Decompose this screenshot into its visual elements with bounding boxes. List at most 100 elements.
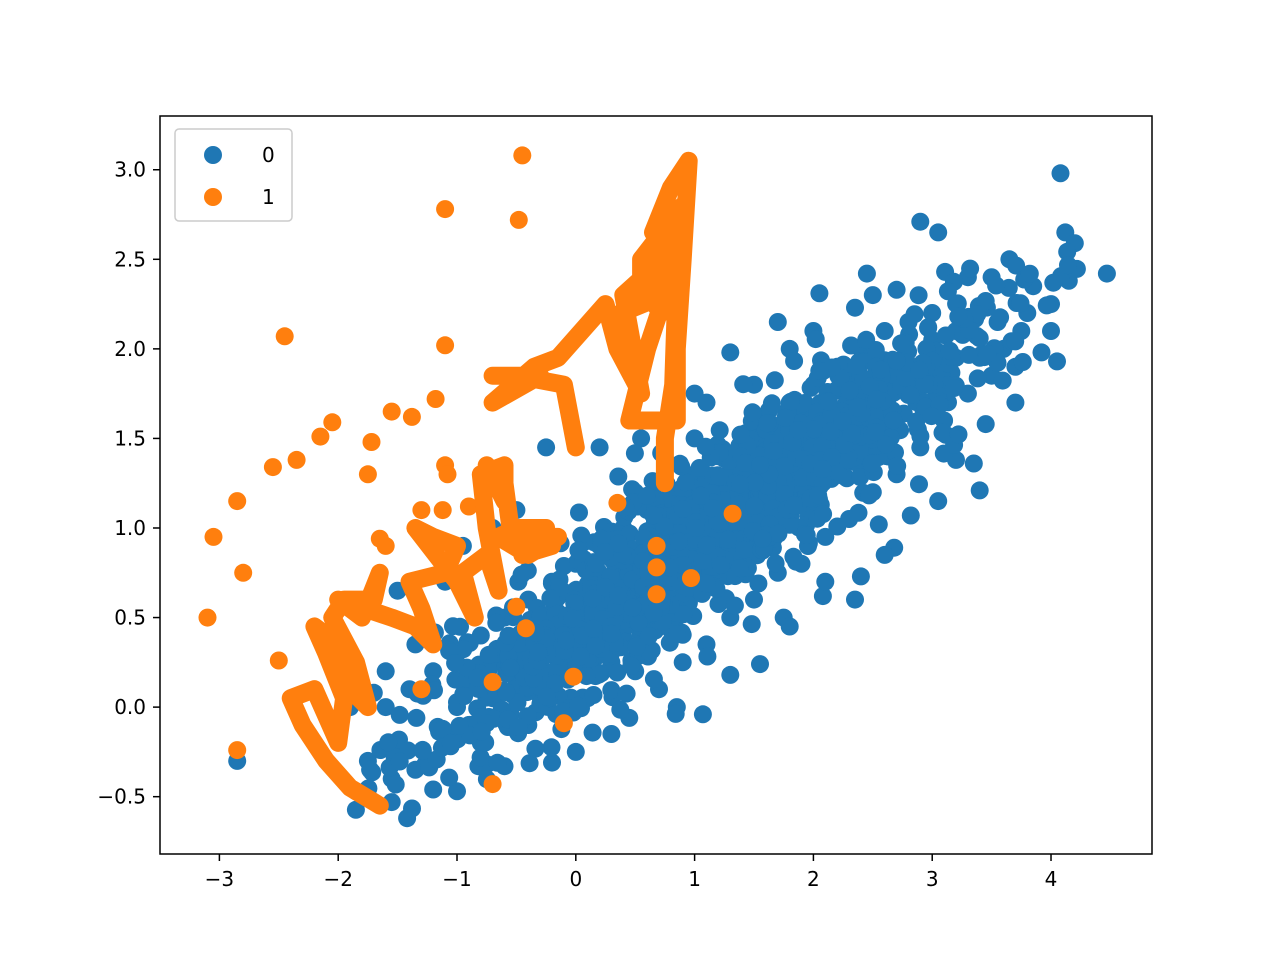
point-1-12 — [263, 458, 282, 477]
point-0-1645 — [583, 723, 602, 742]
chain-1-0 — [281, 456, 567, 815]
point-0-1440 — [1059, 256, 1077, 275]
point-0-54 — [590, 438, 609, 457]
point-0-1276 — [1044, 273, 1063, 292]
point-0-1557 — [857, 330, 876, 349]
y-tick-label-4: 1.5 — [114, 426, 146, 450]
point-1-23 — [234, 563, 253, 582]
point-0-1547 — [840, 381, 859, 400]
point-0-1597 — [703, 499, 722, 518]
point-0-154 — [875, 545, 894, 564]
point-0-1583 — [655, 517, 674, 536]
point-0-115 — [424, 662, 443, 681]
point-0-1443 — [668, 625, 687, 643]
point-0-28 — [1006, 393, 1025, 412]
point-0-1620 — [686, 519, 705, 537]
point-0-1389 — [537, 687, 556, 706]
point-0-1242 — [512, 565, 531, 584]
point-0-55 — [537, 438, 556, 457]
point-0-1429 — [922, 407, 941, 426]
y-tick-label-2: 0.5 — [114, 606, 146, 630]
point-0-1633 — [764, 442, 783, 460]
point-1-18 — [433, 501, 452, 520]
point-0-1146 — [892, 334, 911, 353]
point-0-4 — [448, 782, 466, 801]
point-0-1618 — [669, 532, 688, 551]
point-0-713 — [1011, 294, 1030, 313]
point-0-1035 — [842, 336, 861, 355]
point-0-1576 — [810, 361, 829, 380]
legend-label-0: 0 — [262, 143, 275, 167]
point-0-23 — [929, 492, 948, 511]
point-0-712 — [1006, 332, 1025, 351]
point-0-79 — [673, 653, 692, 672]
point-0-543 — [666, 704, 685, 723]
point-0-1283 — [976, 292, 995, 310]
point-0-1245 — [851, 468, 870, 486]
legend-marker-1 — [204, 188, 222, 206]
point-0-46 — [887, 280, 906, 299]
point-0-264 — [961, 259, 980, 278]
point-1-34 — [608, 493, 627, 512]
y-tick-label-0: −0.5 — [97, 785, 146, 809]
point-0-1548 — [346, 800, 365, 819]
point-0-20 — [869, 515, 888, 534]
point-0-1621 — [847, 356, 866, 375]
series-1 — [198, 146, 742, 815]
point-0-1013 — [526, 739, 545, 758]
point-0-1444 — [860, 486, 879, 505]
point-0-1231 — [884, 411, 903, 430]
point-0-377 — [734, 375, 753, 394]
point-0-862 — [403, 799, 421, 818]
y-tick-label-6: 2.5 — [114, 247, 146, 271]
point-0-1124 — [644, 670, 663, 689]
point-0-44 — [857, 264, 876, 283]
point-0-1600 — [731, 425, 750, 444]
point-0-961 — [911, 427, 930, 446]
point-0-583 — [709, 595, 728, 613]
point-1-10 — [362, 433, 381, 451]
point-0-1435 — [499, 626, 518, 645]
point-0-670 — [725, 596, 744, 615]
point-0-602 — [698, 647, 717, 666]
point-0-1565 — [821, 422, 840, 441]
point-0-1189 — [940, 341, 959, 360]
series-0 — [228, 164, 1116, 828]
point-0-686 — [608, 663, 627, 682]
x-tick-label-7: 4 — [1045, 867, 1058, 891]
point-0-873 — [1037, 296, 1056, 315]
point-0-1623 — [745, 496, 764, 515]
x-tick-label-0: −3 — [205, 867, 234, 891]
point-0-1595 — [776, 408, 795, 427]
point-1-16 — [228, 492, 247, 511]
point-0-1024 — [390, 752, 409, 771]
point-1-0 — [513, 146, 532, 165]
point-0-1604 — [719, 530, 737, 549]
point-0-45 — [810, 284, 829, 303]
point-0-1523 — [944, 379, 963, 398]
x-tick-label-3: 0 — [569, 867, 582, 891]
point-1-27 — [269, 651, 288, 670]
point-0-875 — [487, 613, 506, 632]
point-0-952 — [1007, 256, 1026, 275]
point-0-1437 — [468, 668, 487, 687]
point-0-1404 — [819, 392, 838, 411]
point-1-25 — [507, 597, 526, 616]
plot-area — [198, 146, 1116, 828]
point-0-53 — [632, 429, 651, 448]
point-0-1627 — [751, 456, 770, 474]
point-0-1466 — [888, 456, 907, 475]
point-1-8 — [323, 413, 342, 432]
point-0-1539 — [775, 457, 794, 476]
point-0-1515 — [693, 551, 712, 570]
point-0-8 — [543, 753, 561, 772]
point-0-1483 — [1020, 264, 1039, 283]
point-0-1632 — [441, 734, 460, 752]
point-1-32 — [483, 775, 502, 794]
point-1-7 — [426, 390, 445, 408]
point-0-1588 — [529, 643, 548, 662]
point-0-146 — [863, 286, 882, 305]
x-tick-label-4: 1 — [688, 867, 701, 891]
point-0-1605 — [472, 722, 491, 741]
point-0-1484 — [627, 637, 646, 656]
